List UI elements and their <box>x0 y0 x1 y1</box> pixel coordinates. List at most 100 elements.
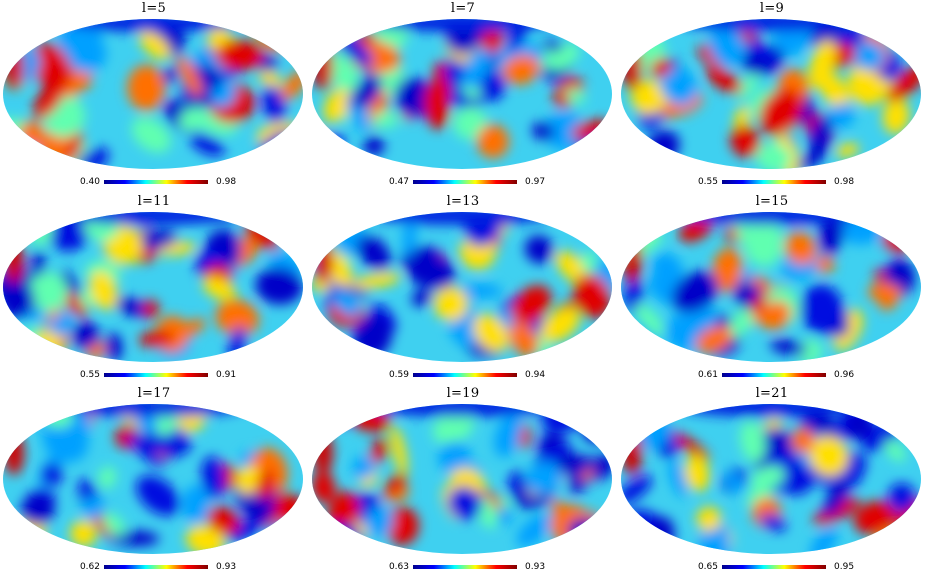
map-blob <box>508 469 523 495</box>
map-blob <box>495 507 513 526</box>
map-blob <box>621 475 652 505</box>
map-panel: l=21 0.65 0.95 <box>618 385 926 577</box>
sky-map <box>312 212 612 362</box>
colorbar-gradient <box>722 180 826 184</box>
sky-map <box>3 404 303 554</box>
map-blob <box>668 459 687 498</box>
colorbar-gradient <box>413 180 517 184</box>
map-blob <box>544 110 584 150</box>
map-blob <box>853 500 895 535</box>
map-blob <box>215 299 259 337</box>
map-blob <box>3 529 35 554</box>
map-blob <box>182 485 210 524</box>
colorbar-gradient <box>413 373 517 377</box>
map-blob <box>364 507 394 537</box>
map-panel: l=9 0.55 0.98 <box>618 0 926 192</box>
panel-title: l=11 <box>137 194 171 209</box>
colorbar: 0.55 0.91 <box>0 370 308 382</box>
map-blob <box>634 304 665 337</box>
panel-title: l=9 <box>759 1 785 16</box>
map-blob <box>419 256 456 290</box>
sky-map <box>621 212 921 362</box>
panel-title: l=21 <box>755 386 789 401</box>
map-blob <box>473 313 509 353</box>
map-blob <box>336 404 351 426</box>
map-blob <box>139 330 174 348</box>
map-panel: l=5 0.40 0.98 <box>0 0 308 192</box>
map-blob <box>730 125 760 158</box>
panel-title: l=15 <box>755 194 789 209</box>
map-blob <box>580 251 598 274</box>
map-blob <box>476 124 509 159</box>
map-blob <box>799 284 843 334</box>
map-blob <box>4 46 24 90</box>
map-blob <box>4 431 24 475</box>
colorbar-gradient <box>104 373 208 377</box>
map-blob <box>698 521 731 554</box>
map-blob <box>708 25 746 68</box>
map-blob <box>352 456 375 480</box>
map-panel: l=11 0.55 0.91 <box>0 193 308 385</box>
colorbar-min-label: 0.65 <box>697 562 718 572</box>
map-blob <box>136 475 180 516</box>
map-blob <box>887 483 916 513</box>
map-blob <box>447 486 482 520</box>
panel-title: l=7 <box>450 1 476 16</box>
map-blob <box>534 443 573 467</box>
map-blob <box>215 39 264 72</box>
map-blob <box>20 494 55 526</box>
map-blob <box>327 53 359 92</box>
map-blob <box>28 271 68 312</box>
colorbar-min-label: 0.61 <box>697 370 718 380</box>
map-blob <box>31 250 46 277</box>
map-blob <box>179 107 208 131</box>
map-blob <box>326 252 353 288</box>
map-blob <box>751 465 785 490</box>
map-blob <box>127 433 164 468</box>
map-blob <box>63 404 243 417</box>
map-blob <box>140 299 160 319</box>
map-blob <box>115 296 145 317</box>
map-blob <box>351 75 383 109</box>
map-blob <box>346 95 369 132</box>
map-blob <box>69 68 93 92</box>
map-blob <box>457 283 503 299</box>
map-blob <box>695 325 734 354</box>
map-blob <box>139 30 171 60</box>
colorbar-max-label: 0.94 <box>525 370 546 380</box>
map-blob <box>82 496 106 520</box>
colorbar-max-label: 0.95 <box>834 562 855 572</box>
map-blob <box>370 438 388 465</box>
colorbar-max-label: 0.98 <box>834 177 855 187</box>
map-blob <box>372 404 552 417</box>
map-blob <box>332 290 361 317</box>
map-blob <box>681 19 861 32</box>
map-blob <box>433 286 468 321</box>
map-blob <box>706 66 743 94</box>
map-panel: l=13 0.59 0.94 <box>309 193 617 385</box>
map-blob <box>313 239 333 283</box>
map-blob <box>411 288 434 307</box>
colorbar: 0.47 0.97 <box>309 177 617 189</box>
map-blob <box>760 300 791 330</box>
colorbar-min-label: 0.40 <box>79 177 100 187</box>
panel-title: l=17 <box>137 386 171 401</box>
colorbar-gradient <box>722 565 826 569</box>
colorbar-min-label: 0.47 <box>388 177 409 187</box>
map-blob <box>823 480 849 517</box>
map-blob <box>312 23 340 47</box>
map-blob <box>313 431 333 475</box>
map-panel: l=7 0.47 0.97 <box>309 0 617 192</box>
map-blob <box>621 535 651 554</box>
map-blob <box>573 274 611 319</box>
sky-map <box>621 19 921 169</box>
map-blob <box>510 285 552 325</box>
map-blob <box>808 39 836 90</box>
map-blob <box>813 497 860 526</box>
map-panel: l=15 0.61 0.96 <box>618 193 926 385</box>
colorbar: 0.59 0.94 <box>309 370 617 382</box>
map-blob <box>462 47 491 89</box>
map-blob <box>756 142 792 169</box>
map-blob <box>671 271 719 313</box>
